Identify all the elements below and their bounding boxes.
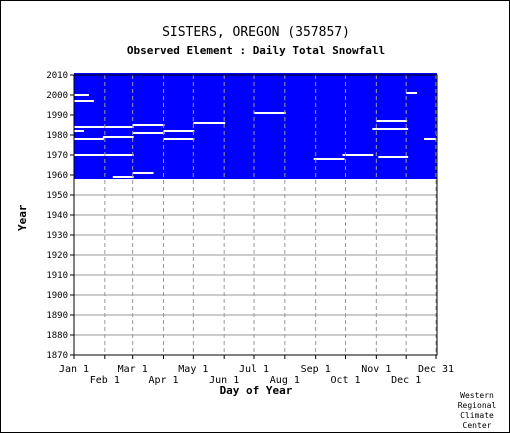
data-gap <box>372 128 409 130</box>
y-tick-label: 1990 <box>46 111 68 121</box>
x-tick-label: Sep 1 <box>301 364 331 375</box>
data-gap <box>74 94 89 96</box>
data-gap <box>132 132 165 134</box>
y-tick-label: 1940 <box>46 211 68 221</box>
data-gap <box>102 136 134 138</box>
data-gap <box>74 130 84 132</box>
x-tick-label: Jun 1 <box>209 375 239 386</box>
credit-line: Regional <box>457 401 497 410</box>
chart-subtitle: Observed Element : Daily Total Snowfall <box>126 44 386 57</box>
data-gap <box>424 138 437 140</box>
y-tick-label: 1980 <box>46 131 68 141</box>
data-gap <box>163 130 195 132</box>
y-tick-label: 1880 <box>46 331 68 341</box>
credit-line: Western <box>460 391 494 400</box>
data-gap <box>112 176 134 178</box>
x-tick-label: Jul 1 <box>239 364 269 375</box>
data-gap <box>406 92 418 94</box>
y-tick-label: 1960 <box>46 171 68 181</box>
data-gap <box>132 124 165 126</box>
x-tick-label: Feb 1 <box>90 375 120 386</box>
y-tick-label: 1870 <box>46 351 68 361</box>
data-gap <box>74 138 104 140</box>
x-tick-label: Mar 1 <box>118 364 148 375</box>
y-tick-label: 1920 <box>46 251 68 261</box>
data-gap <box>313 158 345 160</box>
x-tick-label: Apr 1 <box>148 375 178 386</box>
y-tick-label: 1910 <box>46 271 68 281</box>
y-tick-label: 2010 <box>46 71 68 81</box>
x-axis-label: Day of Year <box>219 384 293 397</box>
data-gap <box>74 100 94 102</box>
credit-line: Climate <box>460 411 494 420</box>
data-gap <box>132 172 154 174</box>
x-tick-label: Dec 31 <box>418 364 454 375</box>
x-tick-label: Dec 1 <box>391 375 421 386</box>
data-gap <box>193 122 226 124</box>
plot-border <box>73 74 438 356</box>
x-tick-label: Aug 1 <box>270 375 300 386</box>
x-tick-label: Nov 1 <box>361 364 391 375</box>
y-tick-label: 1930 <box>46 231 68 241</box>
y-tick-label: 1900 <box>46 291 68 301</box>
data-gap <box>74 126 134 128</box>
data-gap <box>254 112 286 114</box>
y-tick-label: 2000 <box>46 91 68 101</box>
credit-line: Center <box>462 421 492 430</box>
data-gap <box>342 154 374 156</box>
chart-title: SISTERS, OREGON (357857) <box>162 25 350 40</box>
x-tick-label: Oct 1 <box>330 375 360 386</box>
y-tick-label: 1970 <box>46 151 68 161</box>
data-gap <box>376 120 408 122</box>
y-tick-label: 1950 <box>46 191 68 201</box>
credit-text: Western Regional Climate Center <box>449 391 505 431</box>
y-tick-label: 1890 <box>46 311 68 321</box>
x-tick-label: Jan 1 <box>59 364 89 375</box>
data-gap <box>378 156 409 158</box>
x-tick-label: May 1 <box>178 364 208 375</box>
data-gap <box>163 138 195 140</box>
data-gap <box>74 154 134 156</box>
